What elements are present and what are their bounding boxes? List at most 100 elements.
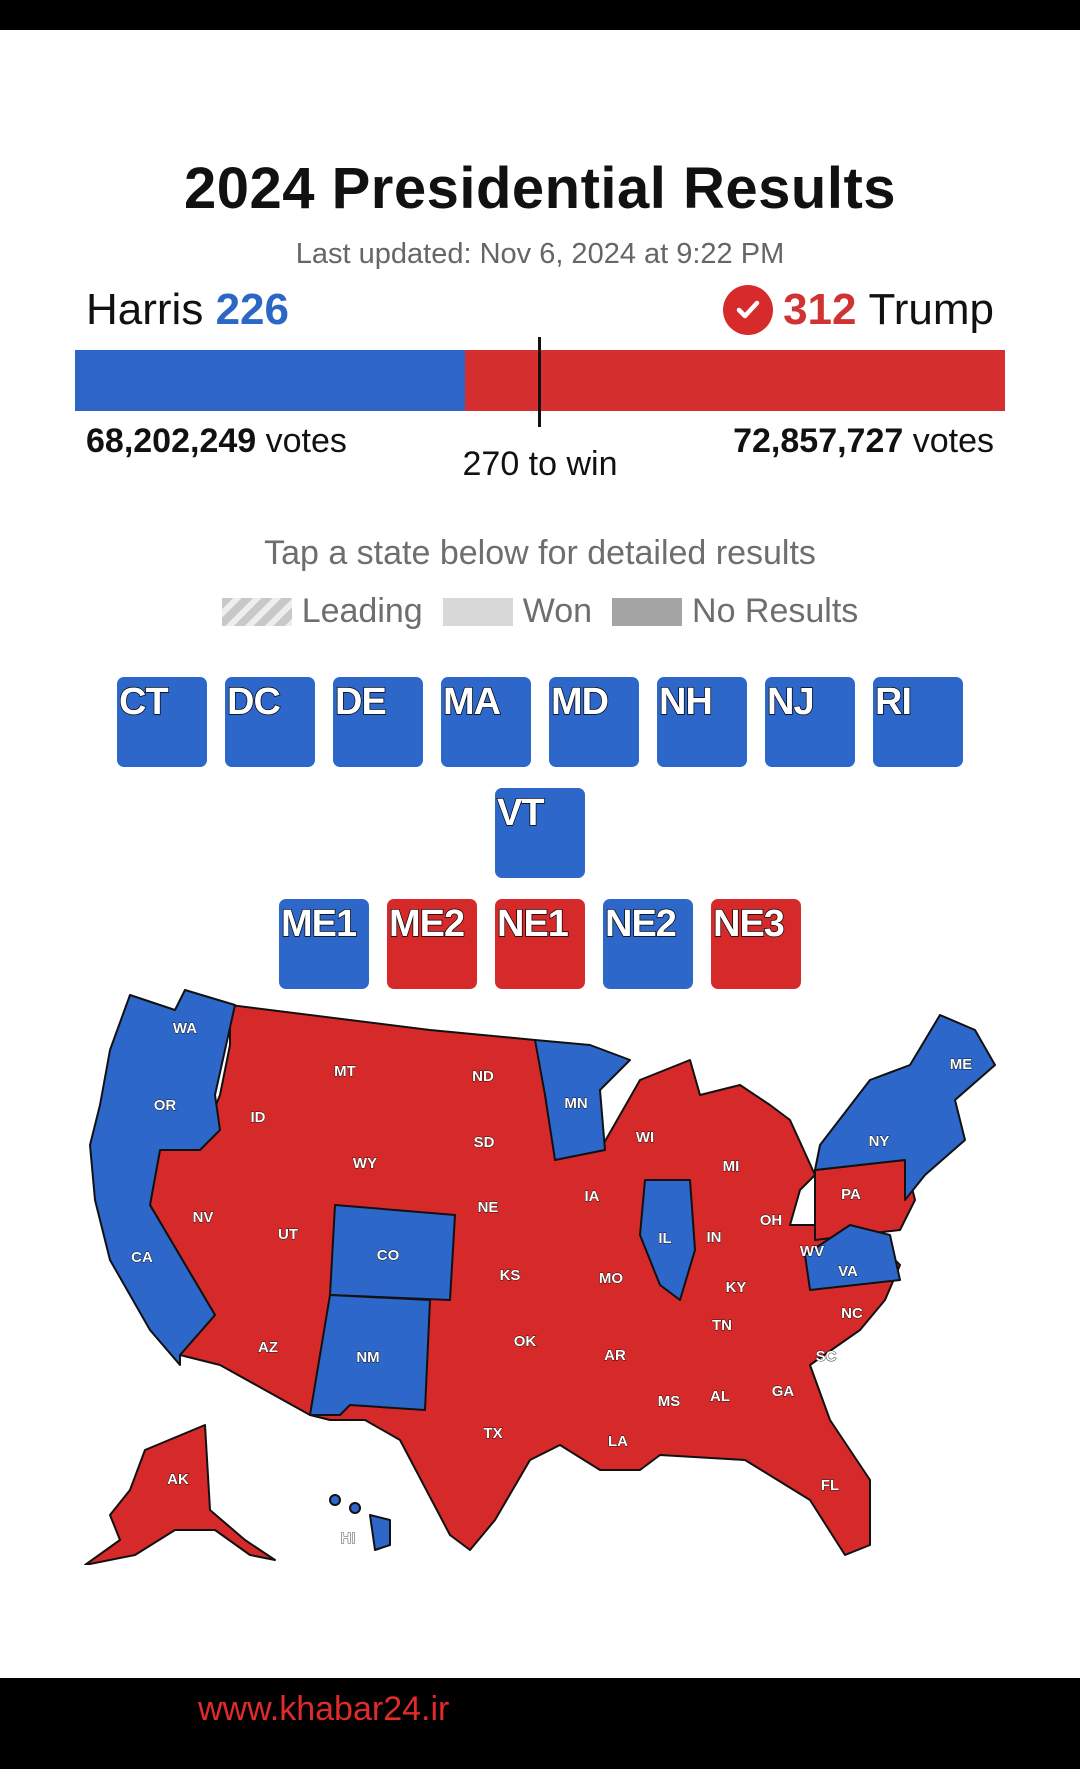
map-label: MN — [564, 1095, 587, 1112]
legend: Leading Won No Results — [0, 592, 1080, 631]
map-label: UT — [278, 1226, 298, 1243]
state-tile[interactable]: MA — [441, 677, 531, 767]
state-code: NJ — [766, 680, 815, 723]
top-black-bar — [0, 0, 1080, 30]
state-code: DE — [334, 680, 387, 723]
state-code: DC — [226, 680, 281, 723]
winner-check-icon — [723, 285, 774, 335]
state-shape-CO[interactable] — [329, 1204, 456, 1301]
district-tile[interactable]: ME1 — [279, 899, 369, 989]
map-label: NC — [841, 1305, 863, 1322]
district-tile[interactable]: NE1 — [495, 899, 585, 989]
electoral-bar — [75, 350, 1005, 411]
state-shape-AK[interactable] — [84, 1424, 276, 1565]
state-shape-northeast[interactable] — [814, 1014, 996, 1201]
trump-votes-number: 72,857,727 — [733, 422, 904, 460]
district-tile[interactable]: NE3 — [711, 899, 801, 989]
map-label: IN — [707, 1229, 722, 1246]
district-code: NE3 — [712, 902, 785, 945]
map-label: WA — [173, 1020, 197, 1037]
map-label: WY — [353, 1155, 377, 1172]
map-label: IA — [585, 1188, 600, 1205]
to-win-label: 270 to win — [462, 445, 618, 483]
map-label: CO — [377, 1247, 400, 1264]
state-code: MA — [442, 680, 502, 723]
won-swatch — [442, 597, 513, 626]
state-code: MD — [550, 680, 610, 723]
state-shape-VA[interactable] — [804, 1224, 901, 1291]
site-link[interactable]: www.khabar24.ir — [198, 1690, 450, 1728]
state-tile[interactable]: DC — [225, 677, 315, 767]
state-tile[interactable]: NJ — [765, 677, 855, 767]
map-label: KY — [726, 1279, 747, 1296]
state-code: RI — [874, 680, 912, 723]
state-shape-west-coast[interactable] — [89, 989, 236, 1366]
instructions: Tap a state below for detailed results — [264, 534, 816, 572]
map-label: WV — [800, 1243, 824, 1260]
map-label: MO — [599, 1270, 623, 1287]
harris-name: Harris — [86, 285, 204, 334]
small-states-row-1: CT DC DE MA MD NH NJ RI — [0, 677, 1080, 767]
small-states-row-2: VT — [0, 788, 1080, 878]
districts-row: ME1 ME2 NE1 NE2 NE3 — [0, 899, 1080, 989]
state-shape-NM[interactable] — [309, 1294, 431, 1416]
map-label: AK — [167, 1471, 189, 1488]
trump-bar-segment — [465, 350, 1005, 411]
state-tile[interactable]: NH — [657, 677, 747, 767]
state-code: CT — [118, 680, 169, 723]
map-label: KS — [500, 1267, 521, 1284]
map-label: AZ — [258, 1339, 278, 1356]
no-results-swatch — [612, 597, 683, 626]
state-tile[interactable]: MD — [549, 677, 639, 767]
map-label: MT — [334, 1063, 356, 1080]
leading-swatch — [221, 597, 292, 626]
map-label: NE — [478, 1199, 499, 1216]
state-tile[interactable]: DE — [333, 677, 423, 767]
legend-no-results: No Results — [612, 592, 858, 631]
map-label: IL — [658, 1230, 671, 1247]
trump-popular-votes: 72,857,727 votes — [733, 422, 994, 461]
harris-summary: Harris 226 — [86, 285, 289, 335]
map-label: SD — [474, 1134, 495, 1151]
map-label: MS — [658, 1393, 681, 1410]
legend-leading: Leading — [221, 592, 423, 631]
legend-no-results-label: No Results — [692, 592, 859, 630]
state-shape-HI-island[interactable] — [329, 1494, 341, 1506]
state-shape-HI[interactable] — [369, 1514, 391, 1551]
harris-popular-votes: 68,202,249 votes — [86, 422, 347, 461]
state-shape-red-region[interactable] — [149, 1004, 901, 1556]
district-code: ME1 — [280, 902, 358, 945]
trump-electoral: 312 — [783, 285, 857, 334]
map-label: GA — [772, 1383, 795, 1400]
map-labels: WA OR CA ID NV MT WY UT AZ CO NM ND SD N… — [131, 1020, 973, 1548]
map-label: HI — [341, 1530, 356, 1547]
map-label: NM — [356, 1349, 379, 1366]
district-code: NE1 — [496, 902, 569, 945]
map-label: SC — [816, 1348, 837, 1365]
state-tile[interactable]: VT — [495, 788, 585, 878]
state-code: VT — [496, 791, 545, 834]
map-label: CA — [131, 1249, 153, 1266]
district-tile[interactable]: ME2 — [387, 899, 477, 989]
state-tile[interactable]: RI — [873, 677, 963, 767]
district-tile[interactable]: NE2 — [603, 899, 693, 989]
map-label: ND — [472, 1068, 494, 1085]
state-code: NH — [658, 680, 713, 723]
map-label: ID — [251, 1109, 266, 1126]
trump-votes-word: votes — [912, 422, 994, 460]
map-label: WI — [636, 1129, 654, 1146]
map-label: NY — [869, 1133, 890, 1150]
map-label: TN — [712, 1317, 732, 1334]
state-shape-MN[interactable] — [534, 1039, 631, 1161]
state-shape-IL[interactable] — [639, 1179, 696, 1301]
trump-name: Trump — [868, 285, 995, 334]
map-label: MI — [723, 1158, 740, 1175]
harris-votes-number: 68,202,249 — [86, 422, 257, 460]
us-map-svg: WA OR CA ID NV MT WY UT AZ CO NM ND SD N… — [84, 989, 996, 1565]
harris-votes-word: votes — [265, 422, 347, 460]
map-label: AR — [604, 1347, 626, 1364]
map-label: AL — [710, 1388, 730, 1405]
state-shape-HI-island[interactable] — [349, 1502, 361, 1514]
state-tile[interactable]: CT — [117, 677, 207, 767]
map-label: ME — [950, 1056, 973, 1073]
